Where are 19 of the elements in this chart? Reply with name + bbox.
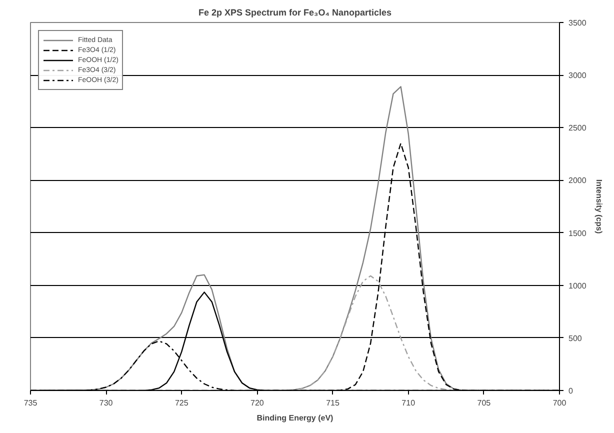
x-tick-label: 715 <box>326 398 340 408</box>
x-tick-label: 725 <box>174 398 189 408</box>
y-tick-label: 1000 <box>568 281 587 290</box>
chart-title: Fe 2p XPS Spectrum for Fe₃O₄ Nanoparticles <box>198 8 392 18</box>
x-tick-label: 705 <box>477 398 492 408</box>
x-tick-label: 735 <box>24 398 38 408</box>
y-tick-label: 2000 <box>568 176 587 186</box>
y-tick-label: 2500 <box>568 124 587 133</box>
y-tick-label: 500 <box>568 334 582 343</box>
x-tick-label: 710 <box>402 398 416 408</box>
x-tick-label: 730 <box>99 398 114 408</box>
y-tick-label: 1500 <box>568 228 587 238</box>
y-tick-label: 3000 <box>568 71 587 80</box>
x-tick-label: 720 <box>250 398 264 408</box>
y-axis-title: Intensity (cps) <box>594 179 604 234</box>
x-tick-label: 700 <box>552 398 567 408</box>
y-tick-label: 3500 <box>568 18 587 28</box>
x-axis-title: Binding Energy (eV) <box>256 414 334 422</box>
y-tick-label: 0 <box>568 386 574 396</box>
